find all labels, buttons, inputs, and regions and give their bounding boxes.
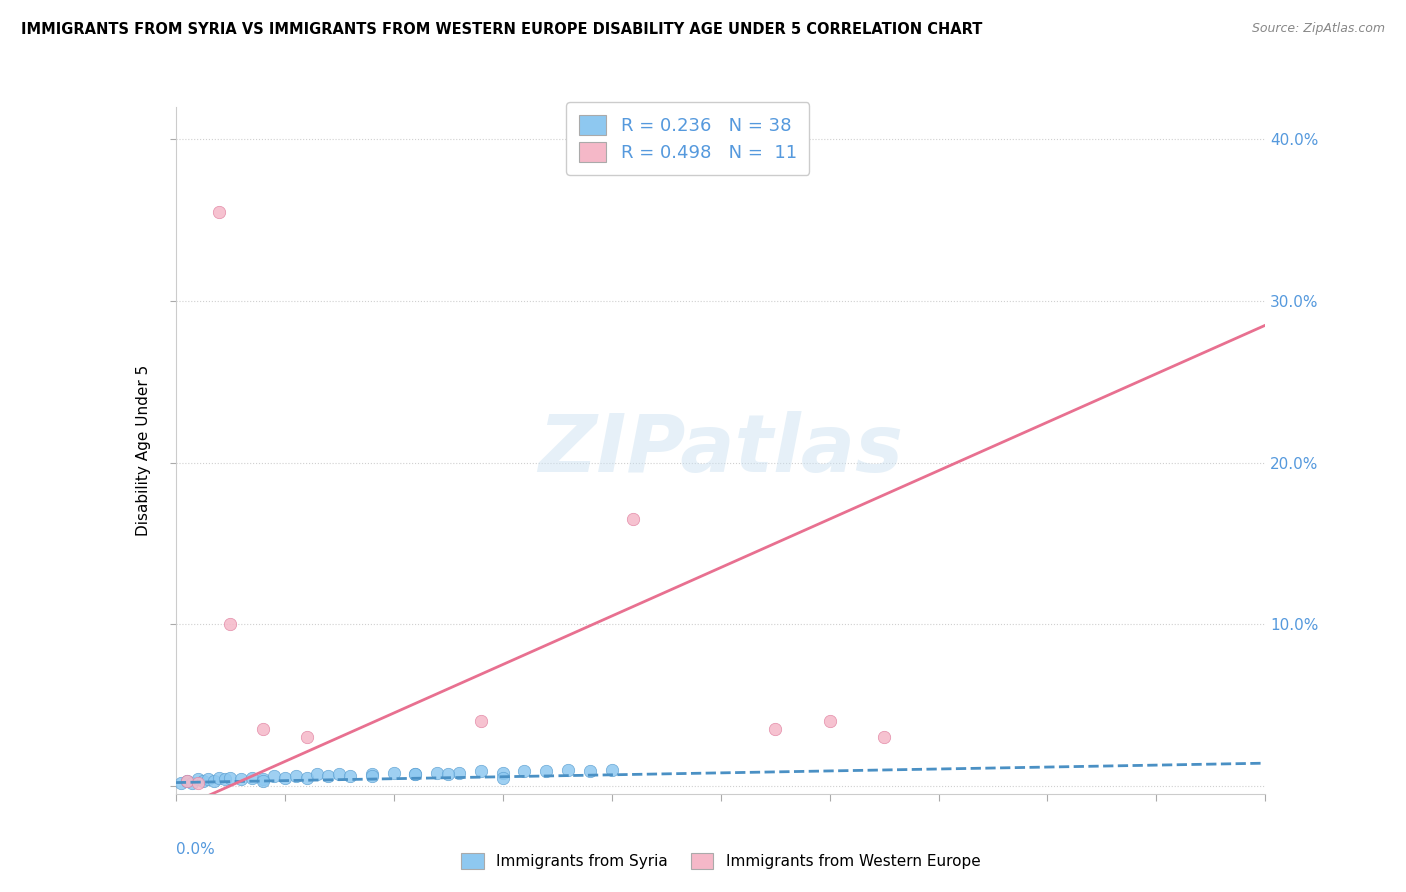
Point [170, 775, 193, 789]
Point [295, 731, 318, 745]
Point [437, 767, 460, 781]
Point [307, 767, 329, 781]
Point [763, 723, 786, 737]
Point [208, 205, 231, 219]
Text: Source: ZipAtlas.com: Source: ZipAtlas.com [1251, 22, 1385, 36]
Point [318, 769, 340, 783]
Point [231, 772, 253, 787]
Legend: Immigrants from Syria, Immigrants from Western Europe: Immigrants from Syria, Immigrants from W… [454, 847, 987, 876]
Point [470, 764, 492, 779]
Point [600, 763, 623, 777]
Point [274, 771, 297, 785]
Text: IMMIGRANTS FROM SYRIA VS IMMIGRANTS FROM WESTERN EUROPE DISABILITY AGE UNDER 5 C: IMMIGRANTS FROM SYRIA VS IMMIGRANTS FROM… [21, 22, 983, 37]
Point [219, 771, 242, 785]
Point [176, 774, 198, 789]
Point [405, 767, 427, 781]
Point [186, 775, 209, 789]
Point [534, 764, 557, 779]
Point [252, 774, 274, 789]
Point [214, 772, 236, 787]
Point [263, 769, 285, 783]
Point [818, 714, 841, 728]
Text: 0.0%: 0.0% [176, 842, 215, 857]
Point [492, 765, 515, 780]
Point [360, 769, 382, 783]
Point [426, 765, 449, 780]
Point [202, 774, 225, 789]
Point [873, 731, 896, 745]
Point [252, 772, 274, 787]
Point [295, 771, 318, 785]
Point [284, 769, 307, 783]
Point [197, 772, 219, 787]
Point [382, 765, 405, 780]
Y-axis label: Disability Age Under 5: Disability Age Under 5 [136, 365, 152, 536]
Point [579, 764, 602, 779]
Point [191, 774, 214, 789]
Point [219, 617, 242, 632]
Point [557, 763, 579, 777]
Point [492, 771, 515, 785]
Point [328, 767, 350, 781]
Point [252, 723, 274, 737]
Point [181, 775, 204, 789]
Point [513, 764, 536, 779]
Point [405, 767, 427, 781]
Point [186, 772, 209, 787]
Text: ZIPatlas: ZIPatlas [538, 411, 903, 490]
Point [360, 767, 382, 781]
Point [621, 512, 644, 526]
Point [339, 769, 361, 783]
Point [208, 771, 231, 785]
Point [240, 771, 263, 785]
Point [176, 774, 198, 789]
Point [447, 765, 470, 780]
Point [470, 714, 492, 728]
